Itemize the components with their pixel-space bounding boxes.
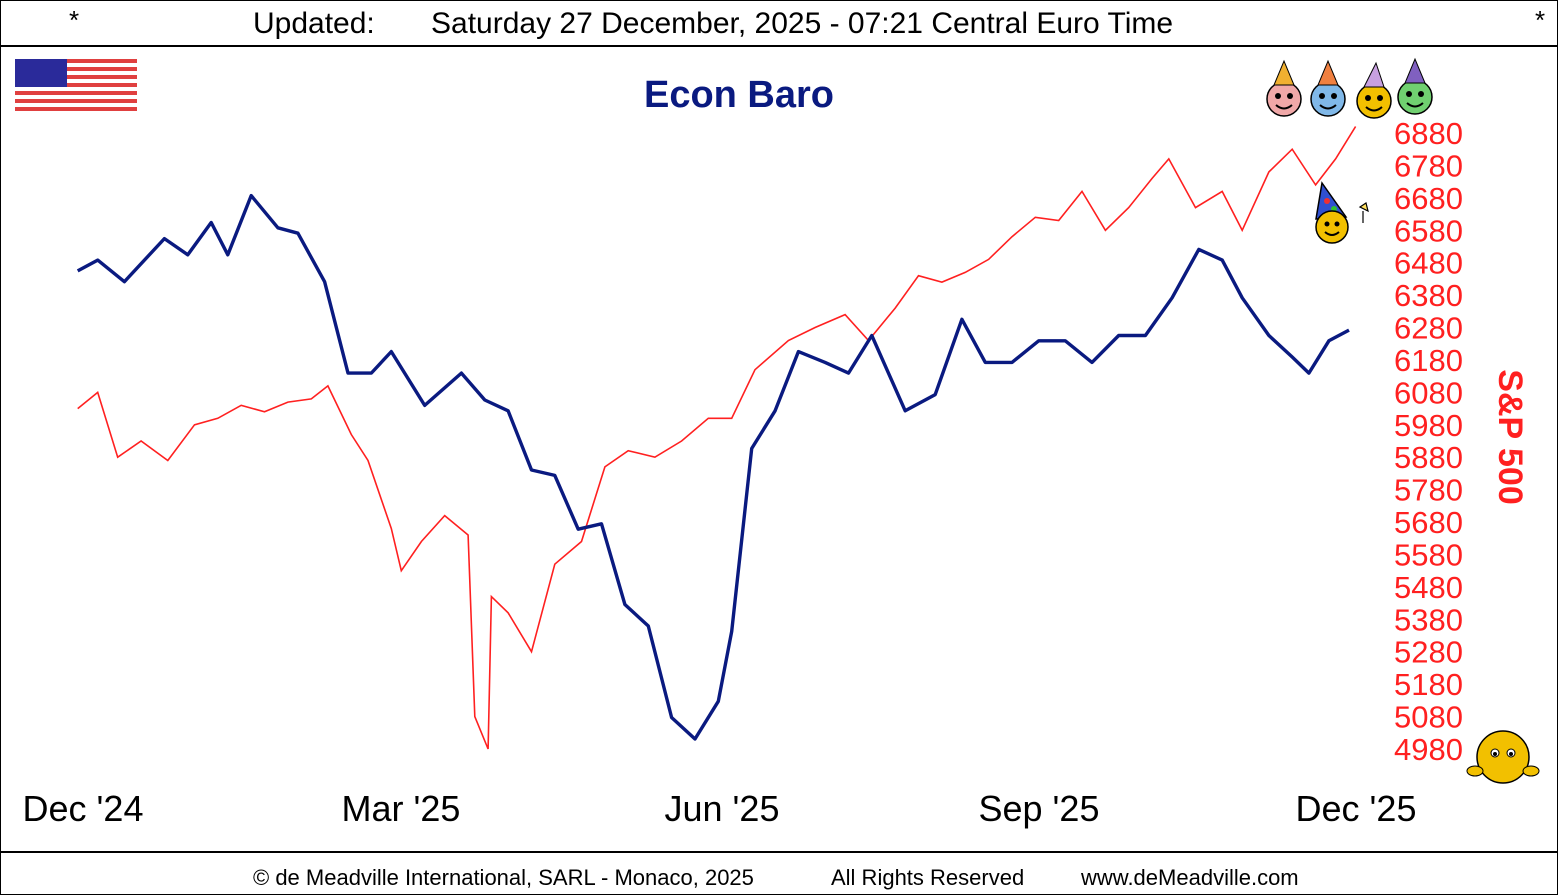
sp500-tick-label: 6580 <box>1394 213 1463 248</box>
sp500-tick-label: 6880 <box>1394 116 1463 151</box>
sp500-tick-label: 5680 <box>1394 505 1463 540</box>
date-tick-label: Jun '25 <box>665 788 780 829</box>
party-hat-smiley-icon <box>1315 181 1369 244</box>
copyright-text: © de Meadville International, SARL - Mon… <box>253 865 754 890</box>
sp500-tick-label: 6380 <box>1394 278 1463 313</box>
sp500-tick-label: 5880 <box>1394 440 1463 475</box>
sp500-tick-label: 5280 <box>1394 635 1463 670</box>
update-header: * Updated: Saturday 27 December, 2025 - … <box>1 1 1557 47</box>
updated-timestamp: Saturday 27 December, 2025 - 07:21 Centr… <box>431 7 1174 40</box>
sp500-line <box>77 126 1357 750</box>
rights-text: All Rights Reserved <box>831 865 1025 890</box>
copyright-footer: © de Meadville International, SARL - Mon… <box>1 851 1557 896</box>
header-star-left: * <box>69 5 80 35</box>
date-axis-ticks: Dec '24 Mar '25 Jun '25 Sep '25 Dec '25 <box>23 788 1417 829</box>
date-tick-label: Sep '25 <box>979 788 1100 829</box>
sp500-series <box>77 126 1357 750</box>
sp500-tick-label: 6780 <box>1394 148 1463 183</box>
sp500-tick-label: 5480 <box>1394 570 1463 605</box>
sp500-tick-label: 5380 <box>1394 602 1463 637</box>
us-flag-icon <box>15 59 137 111</box>
sp500-tick-label: 5180 <box>1394 667 1463 702</box>
chart-title: Econ Baro <box>644 74 834 116</box>
header-star-right: * <box>1535 5 1546 35</box>
date-tick-label: Dec '25 <box>1296 788 1417 829</box>
date-tick-label: Dec '24 <box>23 788 144 829</box>
econ-baro-series <box>76 193 1350 741</box>
sp500-tick-label: 6180 <box>1394 343 1463 378</box>
website-link[interactable]: www.deMeadville.com <box>1081 865 1299 890</box>
sp500-tick-label: 5980 <box>1394 408 1463 443</box>
sp500-tick-label: 6080 <box>1394 375 1463 410</box>
sp500-tick-label: 5780 <box>1394 473 1463 508</box>
party-smiley-icons <box>1266 57 1433 119</box>
updated-label: Updated: <box>253 7 375 40</box>
sp500-axis-ticks: 6880678066806580648063806280618060805980… <box>1394 116 1463 767</box>
econ-baro-line <box>76 193 1350 741</box>
date-tick-label: Mar '25 <box>342 788 461 829</box>
peeking-smiley-icon <box>1466 730 1540 784</box>
sp500-axis-label: S&P 500 <box>1491 369 1529 504</box>
sp500-tick-label: 4980 <box>1394 732 1463 767</box>
sp500-tick-label: 6280 <box>1394 311 1463 346</box>
sp500-tick-label: 5080 <box>1394 700 1463 735</box>
sp500-tick-label: 5580 <box>1394 537 1463 572</box>
sp500-tick-label: 6480 <box>1394 246 1463 281</box>
sp500-tick-label: 6680 <box>1394 181 1463 216</box>
